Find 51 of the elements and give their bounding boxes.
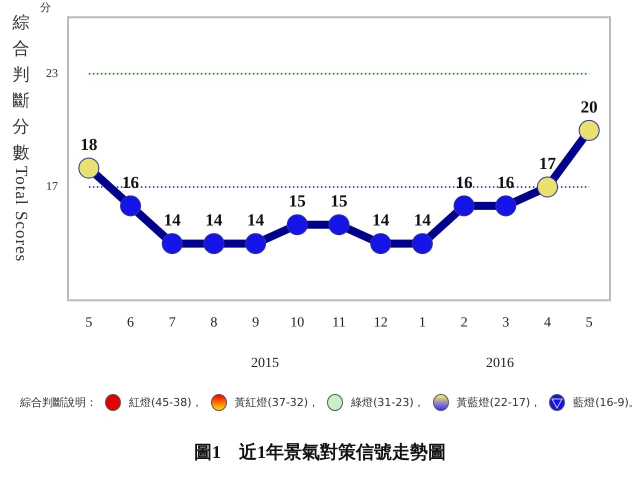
x-tick-label: 3 xyxy=(502,315,510,330)
data-label: 14 xyxy=(247,210,265,230)
data-label: 20 xyxy=(580,97,598,116)
point xyxy=(162,233,183,254)
data-label: 17 xyxy=(538,154,556,173)
data-label: 16 xyxy=(497,172,514,192)
y-axis-title: 綜合判斷分數 Total Scores xyxy=(11,12,32,262)
x-tick-label: 1 xyxy=(418,315,426,330)
text: 分 xyxy=(40,1,51,15)
text: 紅燈(45-38)， xyxy=(129,395,203,410)
data-label: 14 xyxy=(372,210,390,230)
data-label: 14 xyxy=(164,210,182,230)
data-label: 14 xyxy=(414,210,432,230)
x-tick-label: 11 xyxy=(332,315,346,330)
x-tick-label: 4 xyxy=(544,315,551,330)
point xyxy=(286,214,308,236)
text: 綠燈(31-23)， xyxy=(351,395,425,410)
point xyxy=(120,195,142,216)
x-tick-label: 5 xyxy=(85,315,92,330)
x-tick-label: 12 xyxy=(374,315,388,330)
data-label: 16 xyxy=(122,172,140,192)
point xyxy=(203,233,224,254)
data-label: 16 xyxy=(456,172,473,192)
data-label: 15 xyxy=(288,192,306,211)
text: 綜合判斷說明： xyxy=(20,395,97,410)
point xyxy=(78,158,100,179)
y-tick-label: 23 xyxy=(46,66,58,80)
point xyxy=(328,214,350,236)
point xyxy=(245,233,266,254)
point xyxy=(495,195,516,216)
x-tick-label: 6 xyxy=(127,315,134,330)
point xyxy=(412,233,433,254)
data-label: 14 xyxy=(205,210,223,230)
text: 黃紅燈(37-32)， xyxy=(234,395,320,410)
point xyxy=(370,233,392,254)
point xyxy=(454,195,475,216)
x-tick-label: 7 xyxy=(168,315,176,330)
x-tick-label: 2 xyxy=(460,315,468,330)
point xyxy=(536,176,558,198)
text: 黃藍燈(22-17)， xyxy=(456,395,542,410)
text: 藍燈(16-9)。 xyxy=(573,395,640,410)
text: 2015 xyxy=(251,356,279,372)
x-tick-label: 9 xyxy=(252,315,260,330)
text: 圖1 近1年景氣對策信號走勢圖 xyxy=(193,441,447,464)
data-label: 15 xyxy=(330,192,348,211)
point xyxy=(578,120,600,141)
data-label: 18 xyxy=(80,135,98,154)
x-tick-label: 10 xyxy=(290,315,304,330)
x-tick-label: 8 xyxy=(210,315,218,330)
text: 2016 xyxy=(486,356,514,372)
x-tick-label: 5 xyxy=(586,315,593,330)
